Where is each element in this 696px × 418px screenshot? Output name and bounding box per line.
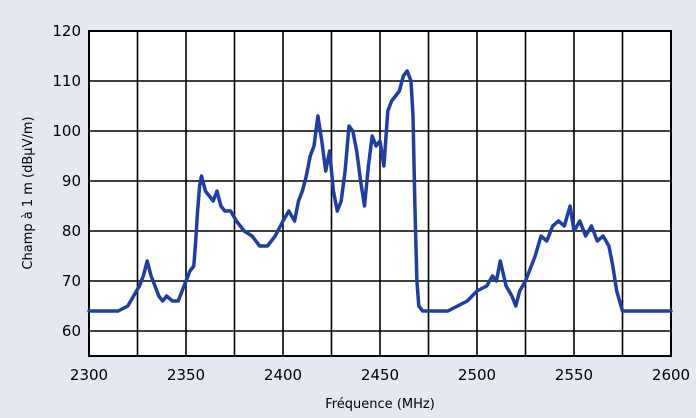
- x-tick-label: 2500: [458, 366, 496, 384]
- x-tick-label: 2350: [167, 366, 205, 384]
- y-tick-labels: 60 70 80 90 100 110 120: [52, 22, 81, 340]
- y-tick-label: 120: [52, 22, 81, 40]
- series-line: [87, 69, 673, 313]
- y-axis-label: Champ à 1 m (dBµV/m): [21, 116, 36, 269]
- y-tick-label: 110: [52, 72, 81, 90]
- x-tick-label: 2450: [361, 366, 399, 384]
- grid: [88, 30, 672, 357]
- x-tick-labels: 2300 2350 2400 2450 2500 2550 2600: [70, 366, 690, 384]
- y-tick-label: 100: [52, 122, 81, 140]
- x-tick-label: 2600: [652, 366, 690, 384]
- y-tick-label: 70: [62, 272, 81, 290]
- x-tick-label: 2550: [555, 366, 593, 384]
- y-tick-label: 60: [62, 322, 81, 340]
- x-tick-label: 2400: [264, 366, 302, 384]
- series-group: [87, 69, 673, 313]
- y-tick-label: 90: [62, 172, 81, 190]
- x-axis-label: Fréquence (MHz): [325, 397, 435, 412]
- y-tick-label: 80: [62, 222, 81, 240]
- x-tick-label: 2300: [70, 366, 108, 384]
- plot-frame: [88, 30, 672, 357]
